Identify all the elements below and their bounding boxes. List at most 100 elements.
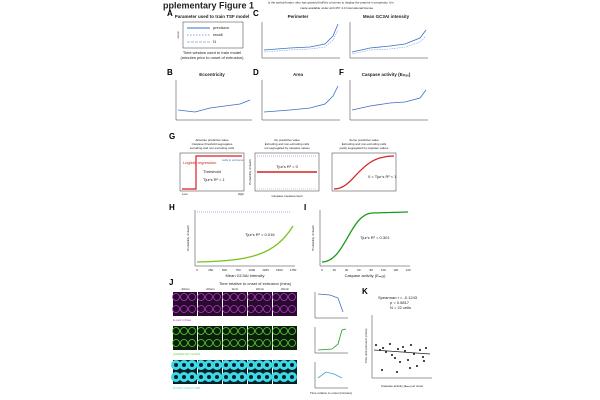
axis-tick: High [238, 192, 245, 196]
micrograph [173, 292, 197, 316]
curve [263, 23, 339, 51]
time-label: 20min [256, 287, 265, 291]
stat: N = 22 cells [390, 305, 411, 310]
panel-label: H [169, 203, 175, 212]
x-tick-label: 1500 [276, 268, 283, 272]
curve [351, 89, 427, 111]
axes [319, 210, 410, 267]
micrograph [273, 292, 297, 316]
cell [263, 293, 271, 301]
micrograph [273, 326, 297, 350]
panel-title: Mean GC3AI intensity [363, 14, 410, 19]
cell [172, 327, 180, 335]
cell [262, 360, 272, 370]
scatter-point [423, 360, 425, 362]
scatter [375, 343, 427, 373]
scatter-point [409, 367, 411, 369]
cell [255, 327, 263, 335]
cell [222, 327, 230, 335]
x-ticks: 0 20 40 60 80 100 120 140 [321, 268, 411, 272]
curve [321, 211, 409, 263]
axes [314, 327, 348, 354]
scatter-point [425, 347, 427, 349]
x-tick-label: 250 [208, 268, 213, 272]
cell [288, 305, 296, 313]
cell [237, 360, 247, 370]
fit-line [373, 349, 431, 355]
cell [213, 305, 221, 313]
case-subtitle: extruding and non-extruding cells [190, 146, 235, 150]
curve [317, 371, 343, 379]
axis-label: Caspase measurement [271, 194, 302, 198]
plot-frame [254, 152, 320, 192]
curve [177, 99, 251, 113]
cell [212, 360, 222, 370]
cell [280, 327, 288, 335]
annotation: cells in extrusion [222, 158, 245, 162]
axes [261, 22, 340, 59]
curve [317, 293, 344, 313]
cell [180, 339, 188, 347]
stat: p = 0.5817 [390, 300, 410, 305]
axes [349, 22, 428, 59]
cell [205, 305, 213, 313]
cell [280, 339, 288, 347]
license: is the author/funder, who has granted bi… [268, 0, 394, 4]
cell [187, 360, 197, 370]
panel-label: F [339, 68, 344, 77]
axis-label: Caspase activity (Eₘₐₓ) at onset [381, 384, 423, 388]
cell [188, 327, 196, 335]
cell [172, 339, 180, 347]
time-label: 40min [281, 287, 290, 291]
cell [180, 305, 188, 313]
time-label: -40min [180, 287, 190, 291]
scatter-point [389, 343, 391, 345]
cell [255, 293, 263, 301]
cell [188, 339, 196, 347]
cell [222, 293, 230, 301]
axis-label: score [176, 31, 180, 39]
x-tick-label: 0 [321, 268, 323, 272]
axis-label: Mean GC3AI intensity [226, 273, 265, 278]
cell [247, 327, 255, 335]
cell [172, 293, 180, 301]
x-tick-label: 750 [236, 268, 241, 272]
scatter-point [407, 359, 409, 361]
scatter-point [410, 344, 412, 346]
image-grid: -40min -20min 0min 20min 40minE-cad::mKatepH… [171, 287, 297, 390]
cell [272, 327, 280, 335]
scatter-point [413, 353, 415, 355]
curve [317, 328, 347, 351]
case-subtitle: not segregated by caspase values [264, 146, 310, 150]
x-ticks: 0 250 500 750 1000 1250 1500 1750 [196, 268, 296, 272]
scatter-point [391, 354, 393, 356]
legend-label: precision [213, 25, 229, 30]
cell [287, 372, 297, 382]
cell [222, 305, 230, 313]
cell [238, 339, 246, 347]
curve [333, 155, 395, 190]
cell [212, 372, 222, 382]
axes [175, 80, 252, 121]
axis-label: Caspase activity (Eₘₐₓ) [345, 273, 387, 278]
stat: Spearman r = -0.1243 [378, 295, 418, 300]
cell [255, 305, 263, 313]
cell [205, 293, 213, 301]
annotation: Tjur's R² = 0.016 [245, 232, 275, 237]
x-tick-label: 0 [196, 268, 198, 272]
cell [197, 293, 205, 301]
case-subtitle: partly segregated by caspase values [340, 146, 389, 150]
x-tick-label: 140 [405, 268, 410, 272]
curve [263, 85, 339, 113]
cell [272, 339, 280, 347]
row-label: pHH2A/LGK::GC3AI [173, 352, 200, 356]
scatter-point [416, 365, 418, 367]
micrograph [248, 292, 272, 316]
scatter-point [382, 347, 384, 349]
cell [237, 372, 247, 382]
axis-label: Probability of death [248, 159, 252, 185]
x-tick-label: 100 [381, 268, 386, 272]
cell [187, 372, 197, 382]
curve [182, 155, 242, 190]
scatter-point [404, 350, 406, 352]
